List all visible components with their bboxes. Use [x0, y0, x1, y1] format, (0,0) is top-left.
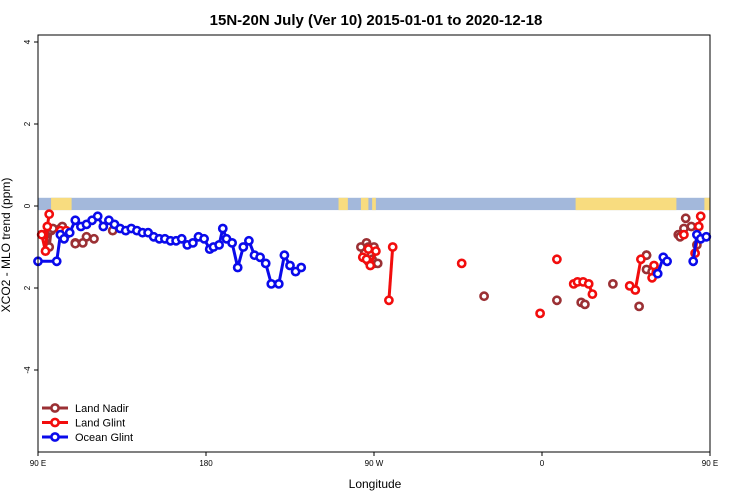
data-point: [686, 221, 697, 232]
data-point: [92, 211, 103, 222]
y-tick-label: 2: [23, 285, 32, 290]
data-point: [255, 252, 265, 263]
data-point: [693, 221, 704, 232]
x-axis: 90 E 180 90 W 0 90 E: [30, 452, 718, 468]
legend-item: Ocean Glint: [42, 432, 133, 444]
data-point: [370, 246, 381, 256]
data-point: [583, 278, 594, 289]
data-point: [42, 221, 53, 232]
y-tick-label: 4: [23, 39, 32, 44]
data-point: [273, 278, 284, 289]
data-point: [59, 233, 69, 244]
data-point: [44, 209, 55, 220]
data-point: [679, 229, 689, 240]
y-tick-label: 0: [23, 203, 32, 208]
y-axis-title: XCO2 - MLO trend (ppm): [0, 178, 13, 313]
y-tick-label: -4: [23, 366, 32, 374]
land-patch: [51, 197, 72, 211]
data-point: [70, 215, 81, 226]
data-point: [363, 244, 374, 254]
data-point: [636, 254, 646, 265]
legend-label: Land Glint: [75, 418, 125, 430]
data-point: [217, 223, 228, 234]
data-point: [232, 262, 243, 273]
data-point: [285, 260, 295, 271]
data-point: [36, 229, 47, 240]
chart-title: 15N-20N July (Ver 10) 2015-01-01 to 2020…: [210, 12, 543, 29]
data-point: [40, 246, 51, 256]
data-point: [199, 233, 209, 244]
data-point: [535, 308, 545, 319]
x-tick-label: 90 W: [365, 459, 384, 468]
data-point: [365, 260, 376, 271]
land-patch: [372, 197, 376, 211]
series-ocean-glint: [33, 211, 712, 289]
data-point: [227, 237, 237, 248]
data-point: [214, 239, 224, 250]
data-point: [387, 242, 398, 252]
legend-item: Land Nadir: [42, 403, 129, 415]
data-point: [238, 242, 249, 252]
data-point: [552, 254, 562, 265]
data-point: [243, 235, 254, 246]
x-tick-label: 180: [199, 459, 213, 468]
data-point: [634, 301, 644, 312]
x-tick-label: 0: [540, 459, 545, 468]
data-point: [64, 227, 75, 238]
data-point: [652, 268, 663, 279]
land-patch: [575, 197, 677, 211]
legend-label: Ocean Glint: [75, 432, 133, 444]
data-point: [630, 285, 641, 295]
legend-swatch-marker: [50, 403, 60, 413]
data-point: [649, 260, 659, 271]
data-point: [695, 211, 706, 222]
x-axis-title: Longitude: [349, 477, 402, 491]
data-point: [70, 238, 81, 249]
data-point: [98, 221, 109, 232]
data-point: [456, 258, 467, 269]
y-tick-label: 2: [23, 121, 32, 126]
x-tick-label: 90 E: [702, 459, 718, 468]
data-point: [580, 299, 590, 310]
data-point: [680, 213, 691, 224]
map-strip: [38, 197, 710, 211]
data-point: [383, 295, 394, 306]
legend: Land Nadir Land Glint Ocean Glint: [42, 403, 133, 444]
data-point: [552, 295, 562, 306]
data-point: [662, 256, 672, 267]
legend-swatch-marker: [50, 432, 60, 442]
land-patch: [704, 197, 710, 211]
data-series: [33, 209, 712, 319]
y-axis: 4 2 0 2 -4: [23, 39, 38, 374]
data-point: [688, 256, 699, 267]
data-point: [266, 278, 277, 289]
legend-item: Land Glint: [42, 418, 125, 430]
data-point: [51, 256, 62, 267]
data-point: [701, 231, 712, 242]
series-line: [40, 213, 51, 253]
data-point: [260, 258, 271, 269]
land-patch: [360, 197, 369, 211]
data-point: [296, 262, 307, 273]
legend-swatch-marker: [50, 417, 60, 428]
data-point: [89, 233, 99, 244]
legend-label: Land Nadir: [75, 403, 129, 415]
data-point: [587, 289, 598, 299]
data-point: [608, 278, 618, 289]
x-tick-label: 90 E: [30, 459, 46, 468]
land-patch: [338, 197, 348, 211]
data-point: [279, 250, 290, 261]
data-point: [176, 233, 187, 244]
data-point: [77, 237, 88, 248]
series-line: [387, 246, 395, 301]
data-point: [187, 237, 198, 248]
data-point: [479, 291, 489, 302]
